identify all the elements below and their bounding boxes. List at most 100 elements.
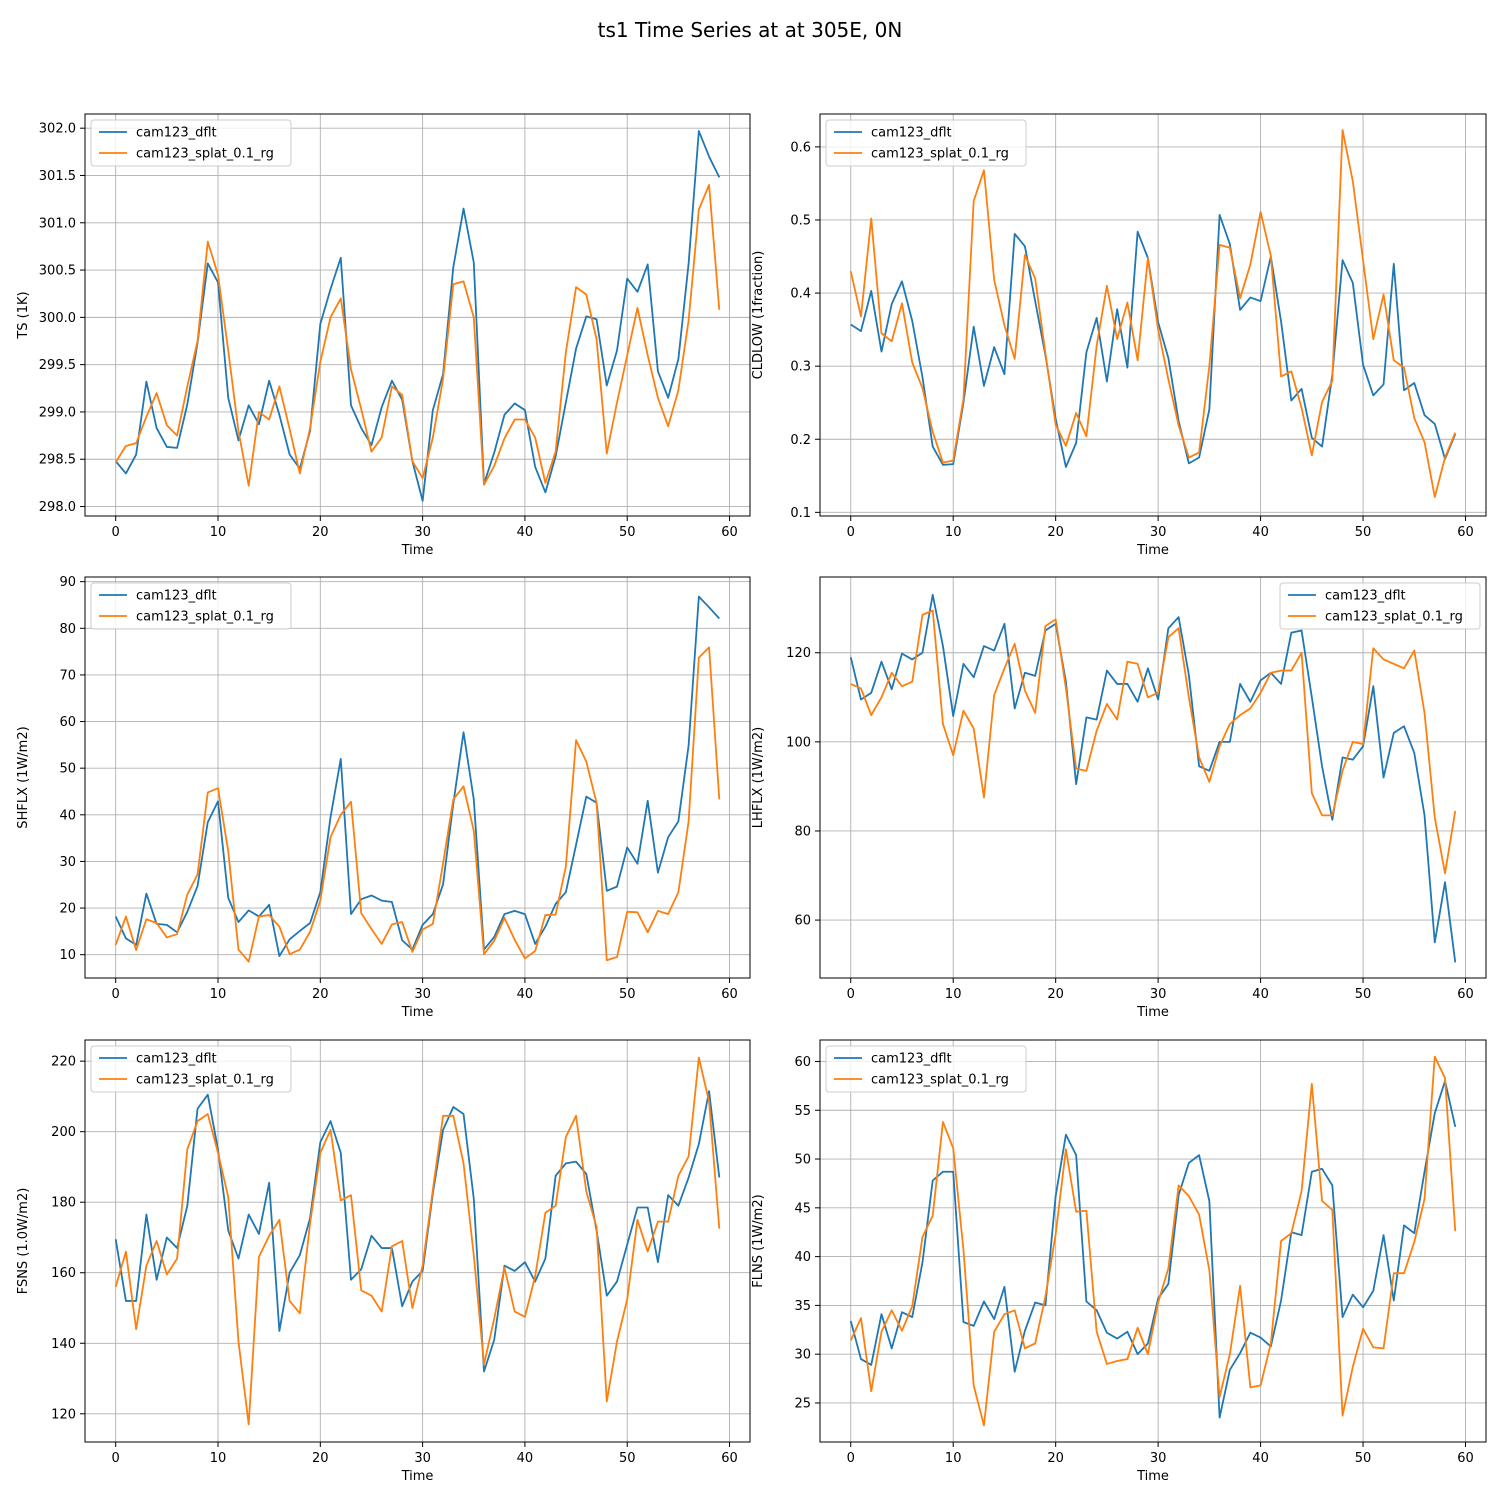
legend-entry-label: cam123_dflt <box>136 1052 217 1067</box>
x-axis-label: Time <box>401 543 434 558</box>
legend-box <box>90 582 292 630</box>
y-tick-label: 300.5 <box>39 264 76 279</box>
y-tick-label: 0.1 <box>790 506 811 521</box>
series-line-splat <box>849 129 1457 498</box>
x-tick-label: 30 <box>414 525 431 540</box>
legend-entry-label: cam123_splat_0.1_rg <box>871 1073 1009 1088</box>
y-tick-label: 90 <box>59 575 76 590</box>
x-tick-label: 60 <box>721 525 738 540</box>
figure-title: ts1 Time Series at at 305E, 0N <box>598 18 903 42</box>
legend-entry-label: cam123_dflt <box>871 1052 952 1067</box>
y-tick-label: 0.4 <box>790 287 811 302</box>
y-axis-label: FSNS (1.0W/m2) <box>16 1188 31 1295</box>
legend-box <box>825 119 1027 167</box>
x-tick-label: 40 <box>1252 987 1269 1002</box>
x-tick-label: 60 <box>721 1451 738 1466</box>
legend-entry-label: cam123_splat_0.1_rg <box>136 1073 274 1088</box>
x-tick-label: 60 <box>1457 987 1474 1002</box>
legend: cam123_dflt cam123_splat_0.1_rg <box>90 582 292 630</box>
x-tick-label: 40 <box>1252 525 1269 540</box>
y-tick-label: 0.3 <box>790 360 811 375</box>
x-tick-label: 0 <box>112 987 120 1002</box>
y-tick-label: 60 <box>794 1055 811 1070</box>
series-line-splat <box>114 646 721 963</box>
x-tick-label: 0 <box>847 1451 855 1466</box>
x-tick-label: 10 <box>210 987 227 1002</box>
x-tick-label: 10 <box>945 987 962 1002</box>
y-tick-label: 180 <box>51 1196 76 1211</box>
series-line-splat <box>114 184 721 487</box>
series-line-dflt <box>114 130 721 502</box>
x-tick-label: 0 <box>847 987 855 1002</box>
y-tick-label: 120 <box>51 1407 76 1422</box>
x-tick-label: 30 <box>1150 1451 1167 1466</box>
y-tick-label: 220 <box>51 1055 76 1070</box>
y-tick-label: 45 <box>794 1201 811 1216</box>
y-tick-label: 0.6 <box>790 140 811 155</box>
x-tick-label: 30 <box>1150 525 1167 540</box>
y-tick-label: 300.0 <box>39 311 76 326</box>
x-tick-label: 60 <box>721 987 738 1002</box>
y-tick-label: 50 <box>794 1153 811 1168</box>
legend: cam123_dflt cam123_splat_0.1_rg <box>1279 582 1481 630</box>
legend: cam123_dflt cam123_splat_0.1_rg <box>825 119 1027 167</box>
x-tick-label: 0 <box>112 1451 120 1466</box>
y-tick-label: 60 <box>794 914 811 929</box>
subplot-3: 0 10 20 30 40 50 60 10 20 30 40 50 60 70 80 90 Time SHFLX… <box>16 575 751 1020</box>
subplot-5: 0 10 20 30 40 50 60 120 140 160 180 200 220 Time FSNS … <box>16 1039 751 1484</box>
x-tick-label: 40 <box>1252 1451 1269 1466</box>
x-tick-label: 20 <box>312 1451 329 1466</box>
axes-frame <box>819 1039 1487 1443</box>
y-tick-label: 60 <box>59 715 76 730</box>
y-tick-label: 40 <box>794 1250 811 1265</box>
y-tick-label: 40 <box>59 808 76 823</box>
x-tick-label: 60 <box>1457 525 1474 540</box>
x-tick-label: 30 <box>414 1451 431 1466</box>
legend-box <box>1279 582 1481 630</box>
y-tick-label: 80 <box>794 824 811 839</box>
x-tick-label: 30 <box>414 987 431 1002</box>
y-tick-label: 302.0 <box>39 122 76 137</box>
x-tick-label: 20 <box>1047 525 1064 540</box>
x-tick-label: 10 <box>210 525 227 540</box>
y-axis-label: SHFLX (1W/m2) <box>16 726 31 828</box>
y-tick-label: 298.0 <box>39 500 76 515</box>
x-tick-label: 40 <box>517 987 534 1002</box>
legend-entry-label: cam123_splat_0.1_rg <box>871 147 1009 162</box>
legend: cam123_dflt cam123_splat_0.1_rg <box>825 1045 1027 1093</box>
y-axis-label: LHFLX (1W/m2) <box>751 727 766 828</box>
legend-entry-label: cam123_dflt <box>1325 589 1406 604</box>
x-tick-label: 30 <box>1150 987 1167 1002</box>
axes-frame <box>84 113 751 517</box>
x-tick-label: 0 <box>847 525 855 540</box>
y-tick-label: 35 <box>794 1299 811 1314</box>
x-axis-label: Time <box>401 1469 434 1484</box>
axes-frame <box>84 1039 751 1443</box>
x-tick-label: 50 <box>619 987 636 1002</box>
y-tick-label: 0.5 <box>790 213 811 228</box>
series-line-splat <box>114 1056 721 1426</box>
x-axis-label: Time <box>1136 1469 1169 1484</box>
y-tick-label: 25 <box>794 1396 811 1411</box>
y-tick-label: 30 <box>59 855 76 870</box>
y-tick-label: 20 <box>59 902 76 917</box>
y-tick-label: 50 <box>59 762 76 777</box>
y-axis-label: CLDLOW (1fraction) <box>751 251 766 380</box>
subplot-grid: 0 10 20 30 40 50 60 298.0 298.5 299.0 299.5 300.0 30… <box>16 113 1487 1484</box>
y-tick-label: 30 <box>794 1348 811 1363</box>
y-tick-label: 100 <box>786 735 811 750</box>
subplot-4: 0 10 20 30 40 50 60 60 80 100 120 Time LHFLX (1W/m2)… <box>751 576 1487 1020</box>
x-tick-label: 20 <box>1047 1451 1064 1466</box>
y-axis-label: FLNS (1W/m2) <box>751 1194 766 1287</box>
y-tick-label: 299.0 <box>39 405 76 420</box>
x-tick-label: 40 <box>517 525 534 540</box>
legend-entry-label: cam123_splat_0.1_rg <box>136 610 274 625</box>
legend: cam123_dflt cam123_splat_0.1_rg <box>90 1045 292 1093</box>
x-tick-label: 10 <box>945 525 962 540</box>
x-tick-label: 50 <box>1355 987 1372 1002</box>
y-tick-label: 80 <box>59 622 76 637</box>
legend-box <box>90 1045 292 1093</box>
axes-frame <box>84 576 751 979</box>
x-axis-label: Time <box>1136 1005 1169 1020</box>
y-tick-label: 0.2 <box>790 433 811 448</box>
